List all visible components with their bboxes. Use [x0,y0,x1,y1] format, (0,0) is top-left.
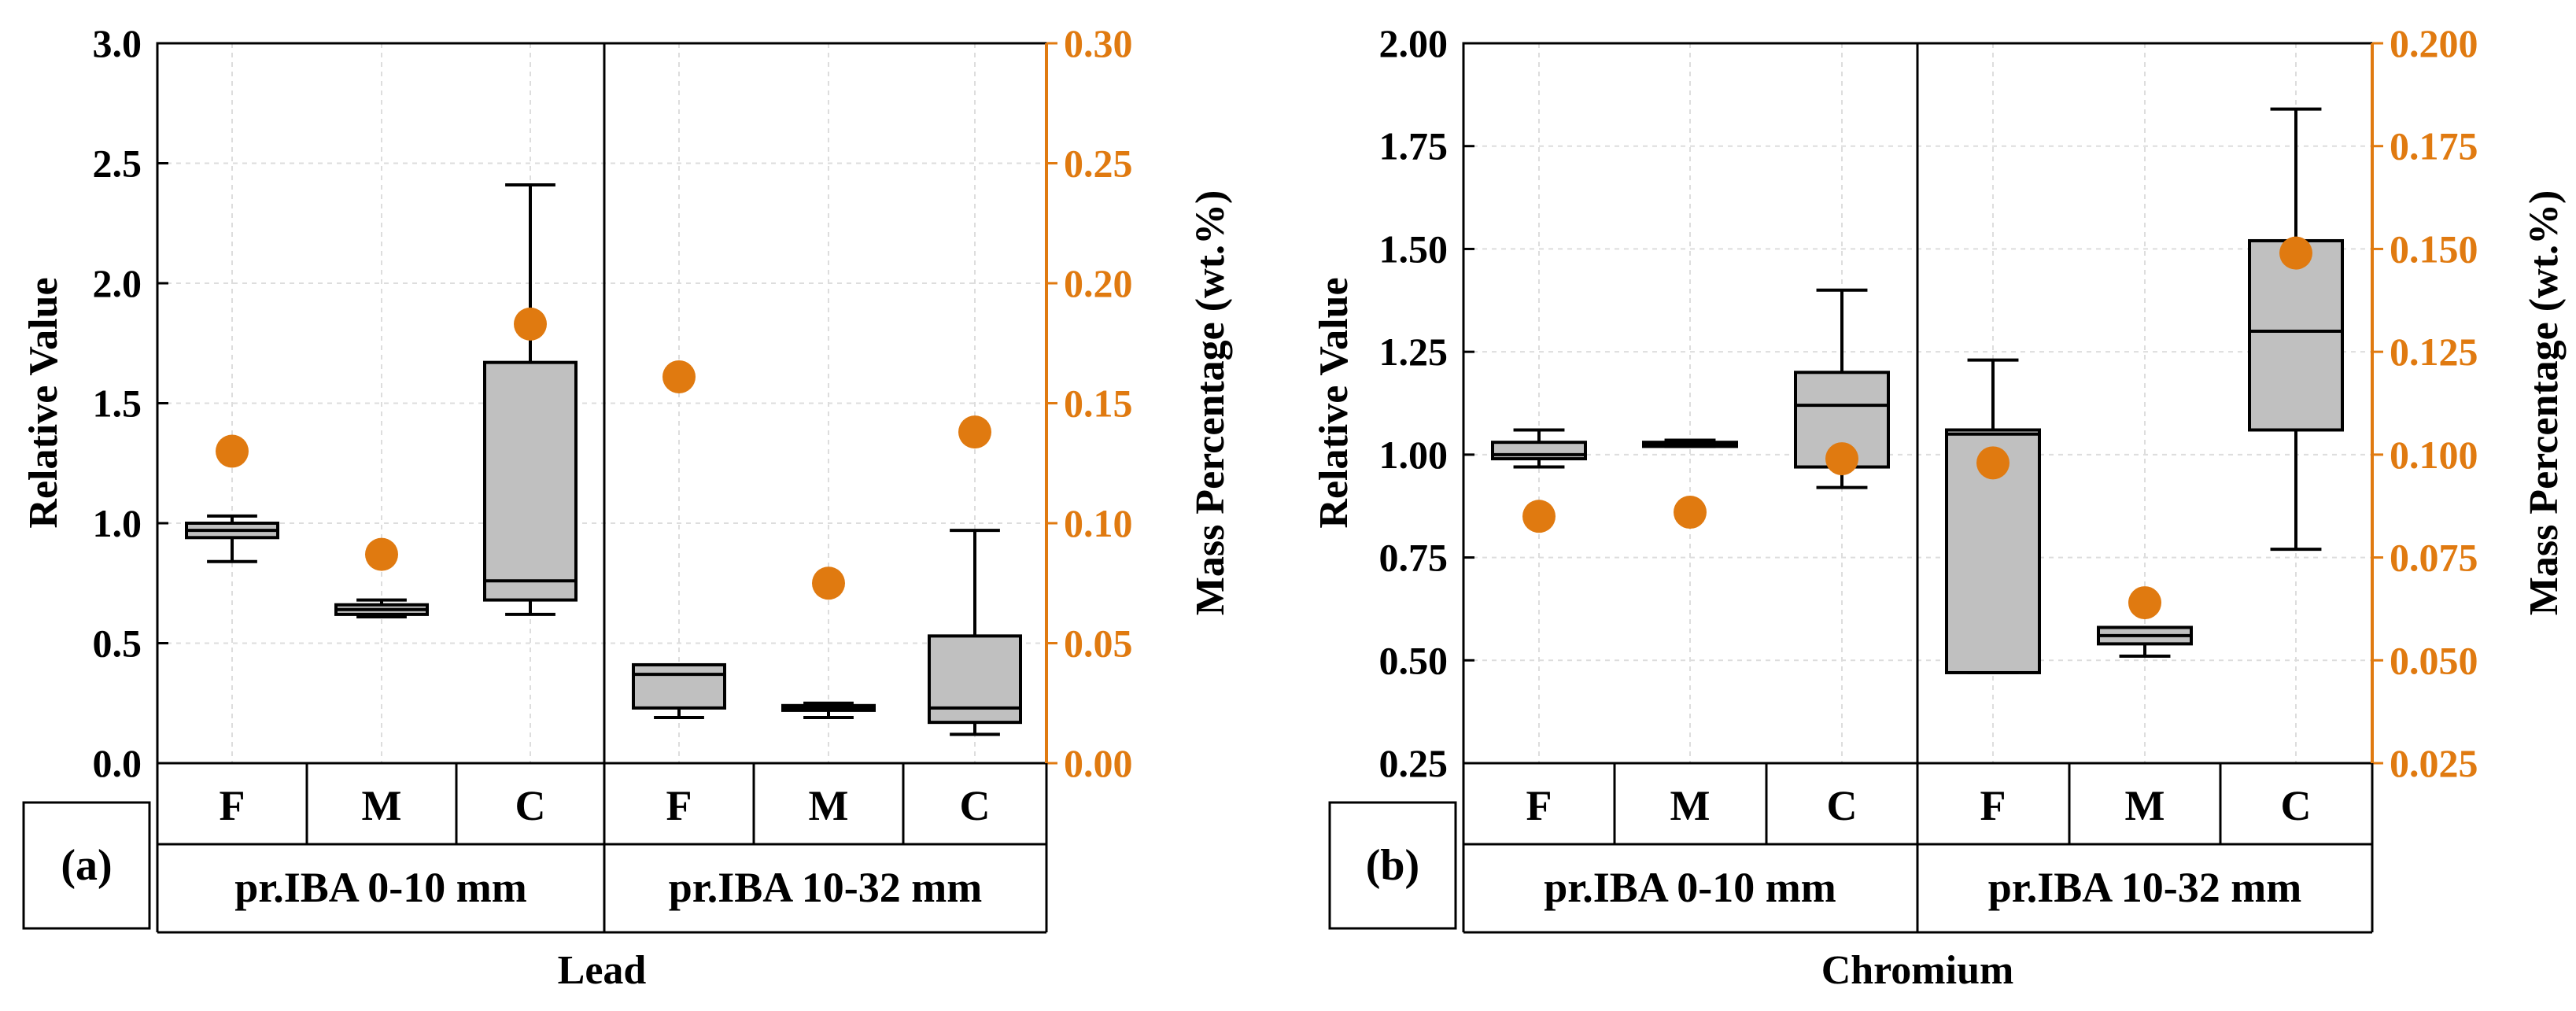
box-5 [928,529,1022,736]
right-tick-label-6: 0.175 [2390,124,2478,168]
box-0 [1491,428,1587,469]
panel-a-right-axis-title: Mass Percentage (wt.%) [1188,190,1233,616]
left-tick-label-4: 2.0 [93,261,142,305]
right-tick-label-5: 0.25 [1064,142,1133,186]
panel-b-cat-2: C [1827,782,1858,829]
mass-point-2 [514,307,547,341]
mass-point-4 [812,566,845,600]
box-1 [1642,438,1738,448]
panel-b-label: (b) [1366,841,1419,890]
box-4 [2097,625,2193,659]
panel-b-cat-1: M [1670,782,1711,829]
box-body-2 [483,360,578,602]
left-tick-label-1: 0.50 [1379,638,1449,682]
panel-a-group-0: pr.IBA 0-10 mm [234,864,527,911]
right-tick-label-4: 0.125 [2390,330,2478,374]
panel-a-label-box [22,801,151,930]
box-body-5 [2248,238,2344,432]
panel-a-cat-3: F [666,782,692,829]
panel-a-left-axis-title: Relative Value [21,277,66,528]
panel-a-cat-4: M [809,782,849,829]
mass-point-5 [2279,236,2312,270]
panel-a-cat-1: M [362,782,402,829]
panel-b-cat-3: F [1980,782,2006,829]
box-2 [483,183,578,616]
mass-point-1 [365,537,398,571]
panel-a-cat-0: F [220,782,245,829]
box-body-3 [632,662,726,710]
left-tick-label-2: 0.75 [1379,536,1449,580]
left-tick-label-0: 0.25 [1379,741,1449,785]
left-tick-label-1: 0.5 [93,622,142,666]
left-tick-label-5: 2.5 [93,142,142,186]
right-tick-label-7: 0.200 [2390,21,2478,65]
right-tick-label-1: 0.05 [1064,622,1133,666]
right-tick-label-1: 0.050 [2390,638,2478,682]
panel-b-category-table [1462,763,2374,934]
right-tick-label-2: 0.075 [2390,536,2478,580]
panel-a-boxes [185,183,1022,736]
box-body-0 [1491,441,1587,461]
mass-point-0 [216,434,249,468]
panel-b-group-1: pr.IBA 10-32 mm [1988,864,2302,911]
mass-point-3 [1976,446,2010,480]
panel-b-left-axis-title: Relative Value [1312,277,1356,528]
right-tick-label-3: 0.100 [2390,433,2478,477]
mass-point-4 [2128,586,2161,620]
left-tick-label-3: 1.5 [93,382,142,426]
panel-a-label: (a) [61,841,112,890]
right-tick-label-2: 0.10 [1064,501,1133,545]
right-tick-label-6: 0.30 [1064,21,1133,65]
right-tick-label-4: 0.20 [1064,261,1133,305]
panel-b-group-0: pr.IBA 0-10 mm [1544,864,1836,911]
panel-a-title: Lead [558,948,647,993]
left-tick-label-6: 1.75 [1379,124,1449,168]
box-4 [781,701,876,720]
box-5 [2248,107,2344,552]
panel-a-group-1: pr.IBA 10-32 mm [669,864,983,911]
box-1 [334,598,429,618]
right-tick-label-0: 0.00 [1064,741,1133,785]
panel-a-left-ticks: 0.0 0.5 1.0 1.5 2.0 2.5 3.0 [93,21,168,785]
panel-a-cat-5: C [960,782,991,829]
panel-b-chromium: 0.250.500.751.001.251.501.752.00 0.0250.… [1312,21,2567,993]
panel-b-cat-4: M [2125,782,2165,829]
box-0 [185,514,279,563]
right-tick-label-5: 0.150 [2390,227,2478,271]
panel-b-right-axis-title: Mass Percentage (wt.%) [2522,190,2567,616]
left-tick-label-7: 2.00 [1379,21,1449,65]
left-tick-label-6: 3.0 [93,21,142,65]
box-3 [632,662,726,720]
mass-point-2 [1825,442,1858,476]
mass-point-5 [958,415,991,449]
mass-point-0 [1522,500,1556,533]
left-tick-label-0: 0.0 [93,741,142,785]
panel-b-cat-5: C [2281,782,2312,829]
mass-point-3 [662,360,696,393]
panel-a-lead: 0.00.51.01.52.02.53.0 0.000.050.100.150.… [21,21,1233,993]
panel-b-cat-0: F [1526,782,1552,829]
panel-b-left-ticks: 0.25 0.50 0.75 1.00 1.25 1.50 1.75 2.00 [1379,21,1474,785]
right-tick-label-3: 0.15 [1064,382,1133,426]
panel-a-cat-2: C [515,782,546,829]
left-tick-label-5: 1.50 [1379,227,1449,271]
left-tick-label-3: 1.00 [1379,433,1449,477]
panel-b-title: Chromium [1821,948,2014,993]
panel-b-right-ticks: 0.025 0.050 0.075 0.100 0.125 0.150 0.175 0.200 [2371,21,2478,785]
panel-a-grid [157,43,1046,763]
mass-point-1 [1674,496,1707,529]
panel-a-right-ticks: 0.00 0.05 0.10 0.15 0.20 0.25 0.30 [1045,21,1133,785]
panel-a-mass-points [216,307,991,600]
left-tick-label-4: 1.25 [1379,330,1449,374]
left-tick-label-2: 1.0 [93,501,142,545]
box-3 [1945,358,2041,674]
right-tick-label-0: 0.025 [2390,741,2478,785]
panel-b-mass-points [1522,236,2312,620]
panel-b-label-box [1328,801,1457,930]
panel-a-category-table [156,763,1048,934]
